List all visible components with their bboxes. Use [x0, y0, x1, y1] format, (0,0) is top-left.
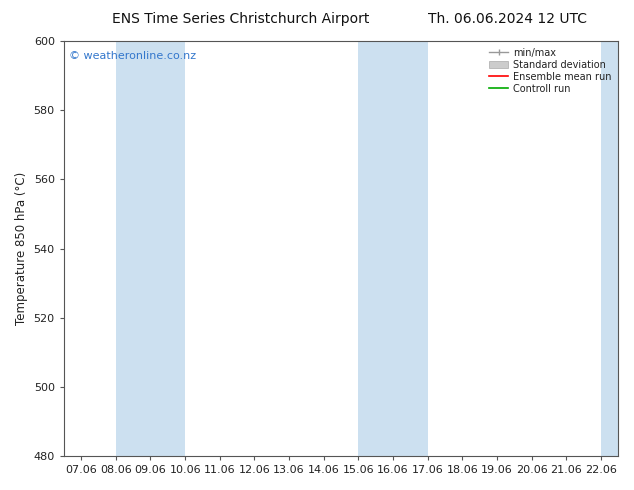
Text: Th. 06.06.2024 12 UTC: Th. 06.06.2024 12 UTC	[428, 12, 586, 26]
Bar	[116, 41, 185, 456]
Bar	[601, 41, 634, 456]
Text: © weatheronline.co.nz: © weatheronline.co.nz	[69, 51, 197, 61]
Bar	[358, 41, 428, 456]
Y-axis label: Temperature 850 hPa (°C): Temperature 850 hPa (°C)	[15, 172, 28, 325]
Text: ENS Time Series Christchurch Airport: ENS Time Series Christchurch Airport	[112, 12, 370, 26]
Legend: min/max, Standard deviation, Ensemble mean run, Controll run: min/max, Standard deviation, Ensemble me…	[487, 46, 614, 96]
